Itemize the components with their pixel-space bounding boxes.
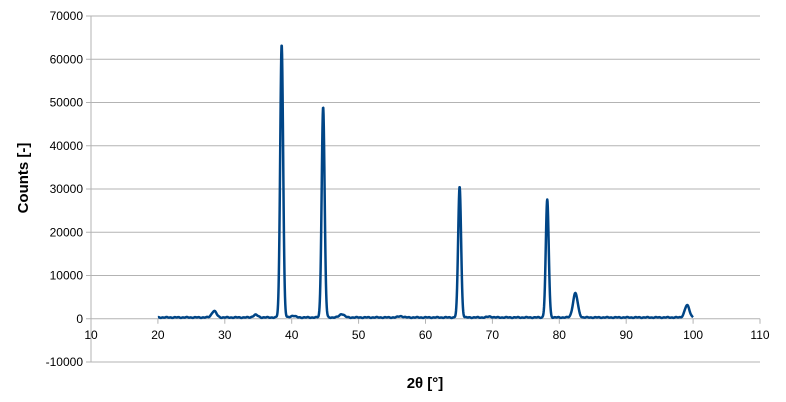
series-group [156, 44, 695, 320]
series-line [156, 44, 695, 320]
y-tick-labels: -10000 0 10000 20000 30000 40000 50000 60000 700… [46, 9, 84, 369]
y-tick-label: -10000 [46, 355, 84, 369]
x-tick-label: 70 [486, 328, 500, 342]
y-tick-label: 0 [76, 312, 83, 326]
y-axis-title: Counts [-] [15, 143, 32, 214]
x-axis-title: 2θ [°] [407, 375, 444, 392]
y-tick-label: 30000 [50, 182, 84, 196]
x-tick-label: 60 [419, 328, 433, 342]
x-tick-label: 110 [750, 328, 769, 342]
x-tick-labels: 10 20 30 40 50 60 70 80 90 100 110 [84, 328, 770, 342]
x-tick-label: 10 [84, 328, 98, 342]
y-tick-label: 60000 [50, 52, 84, 66]
x-tick-label: 40 [285, 328, 299, 342]
x-tick-label: 20 [151, 328, 165, 342]
x-tick-label: 50 [352, 328, 366, 342]
y-tick-label: 40000 [50, 139, 84, 153]
x-tick-label: 30 [218, 328, 232, 342]
y-tick-label: 10000 [50, 269, 84, 283]
y-tick-label: 20000 [50, 225, 84, 239]
y-tick-label: 50000 [50, 96, 84, 110]
x-tick-label: 90 [620, 328, 634, 342]
x-tick-label: 100 [683, 328, 703, 342]
y-tick-label: 70000 [50, 9, 84, 23]
x-tick-label: 80 [553, 328, 567, 342]
grid-lines [91, 15, 760, 363]
